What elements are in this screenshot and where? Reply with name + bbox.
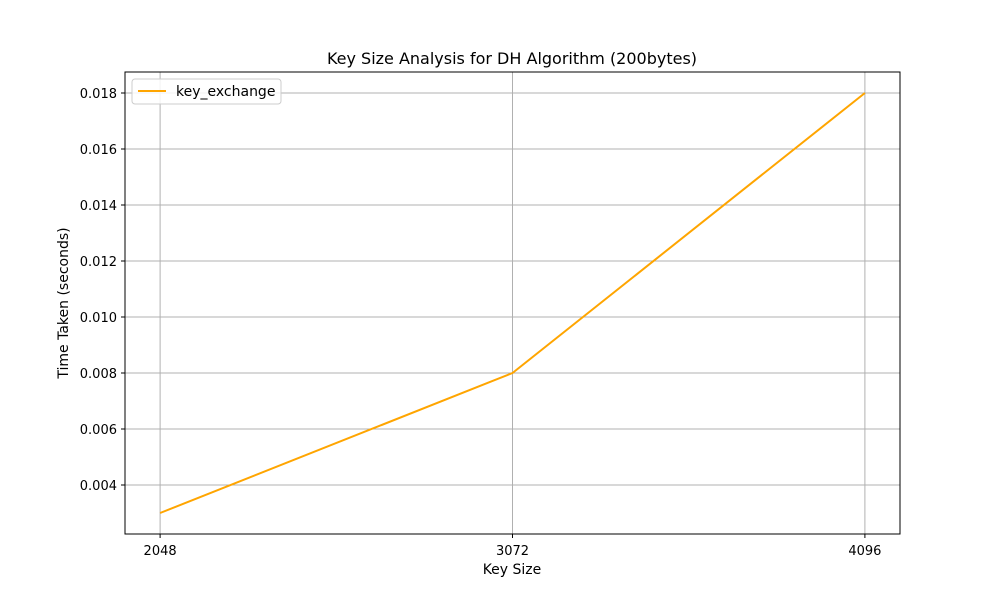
y-tick-label: 0.012 (80, 255, 117, 270)
x-tick-label: 4096 (848, 544, 881, 559)
x-tick-label: 3072 (496, 544, 529, 559)
y-tick-label: 0.008 (80, 367, 117, 382)
y-tick-label: 0.016 (80, 143, 117, 158)
y-tick-label: 0.006 (80, 423, 117, 438)
y-tick-label: 0.010 (80, 311, 117, 326)
x-axis-label: Key Size (483, 562, 542, 578)
y-tick-label: 0.014 (80, 199, 117, 214)
y-axis-label: Time Taken (seconds) (56, 227, 72, 379)
x-tick-label: 2048 (144, 544, 177, 559)
legend-label-key-exchange: key_exchange (176, 84, 275, 100)
legend: key_exchange (132, 79, 281, 104)
chart-title: Key Size Analysis for DH Algorithm (200b… (327, 49, 697, 68)
y-tick-label: 0.004 (80, 479, 117, 494)
y-tick-label: 0.018 (80, 87, 117, 102)
